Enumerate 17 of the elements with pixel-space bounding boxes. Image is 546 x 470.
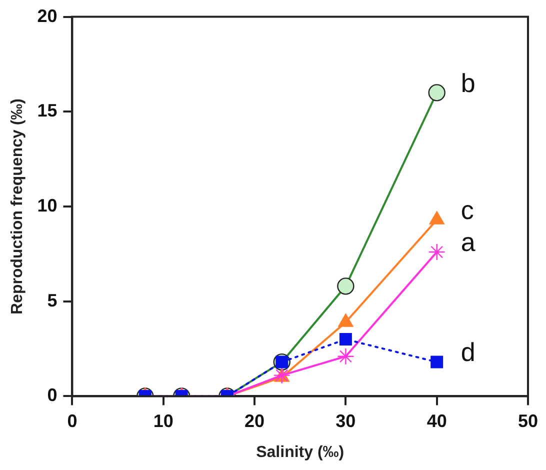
y-tick-label: 0 [47,385,58,406]
x-tick-label: 40 [426,410,447,431]
x-tick-label: 20 [244,410,265,431]
series-label: a [460,227,476,258]
x-tick-label: 0 [67,410,78,431]
series-label: b [460,68,476,98]
y-axis-title: Reproduction frequency (‰) [9,98,26,315]
x-axis-title: Salinity (‰) [256,444,344,461]
series-label: d [460,337,476,368]
x-tick-label: 10 [153,410,174,431]
x-tick-label: 50 [518,410,538,431]
y-tick-label: 15 [37,100,58,121]
y-tick-label: 5 [47,290,58,310]
x-tick-label: 30 [336,410,356,431]
y-tick-label: 10 [37,195,58,216]
y-tick-label: 20 [37,6,58,26]
series-label: c [460,194,474,225]
